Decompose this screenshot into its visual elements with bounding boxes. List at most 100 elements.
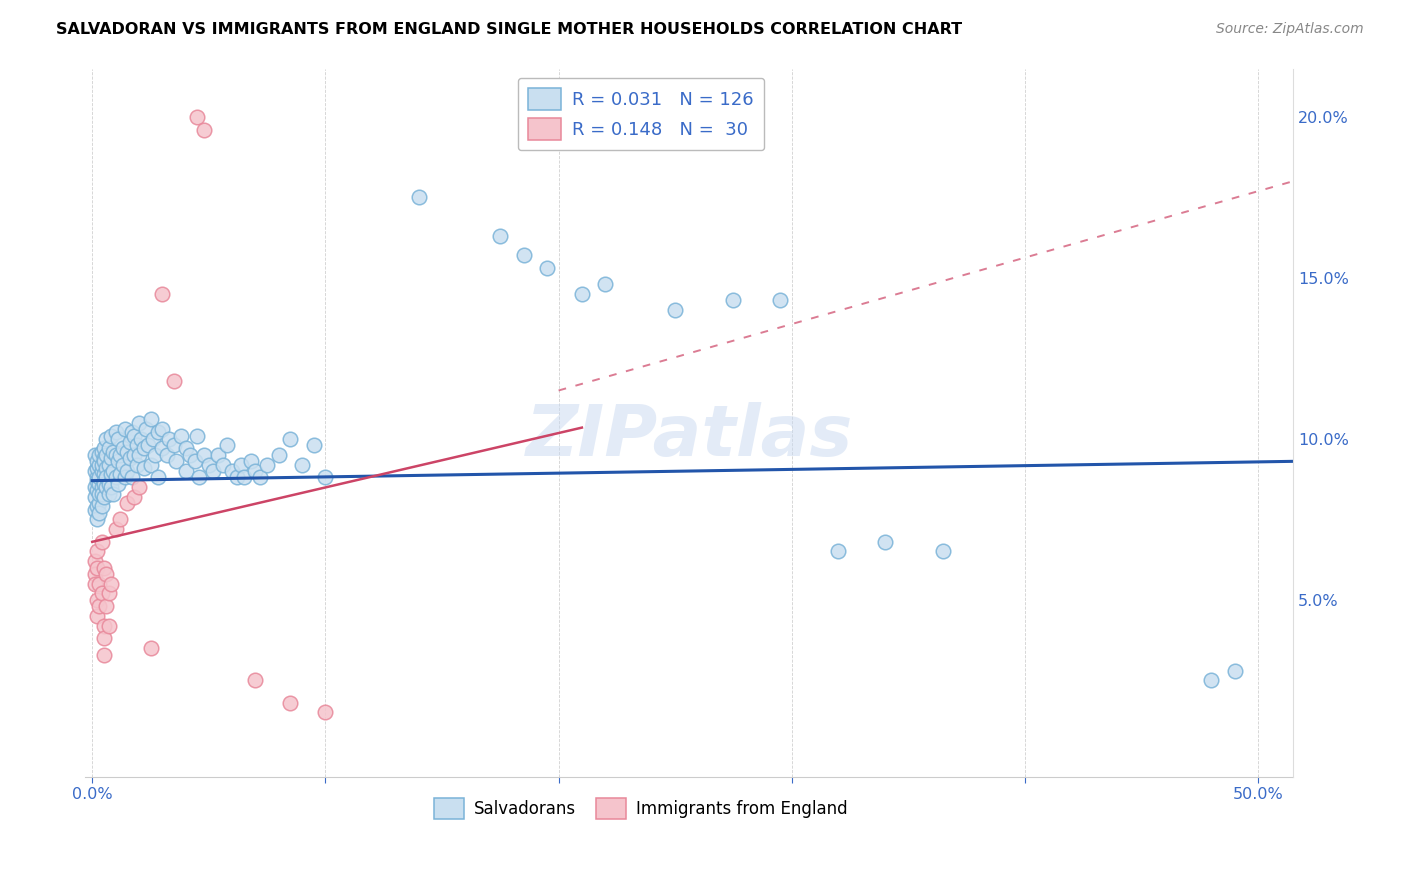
Point <box>86 512 108 526</box>
Point <box>93 454 115 468</box>
Point <box>249 470 271 484</box>
Point <box>90 458 112 472</box>
Point <box>110 467 132 482</box>
Point <box>408 190 430 204</box>
Point <box>129 432 152 446</box>
Point <box>86 560 108 574</box>
Point <box>96 460 118 475</box>
Point <box>193 122 215 136</box>
Point <box>111 442 134 456</box>
Point <box>90 486 112 500</box>
Point <box>723 293 745 308</box>
Point <box>873 534 896 549</box>
Point <box>132 460 155 475</box>
Point <box>83 448 105 462</box>
Point <box>90 586 112 600</box>
Point <box>150 286 173 301</box>
Point <box>139 458 162 472</box>
Point <box>97 486 120 500</box>
Point <box>97 476 120 491</box>
Point <box>100 451 122 466</box>
Point <box>150 442 173 456</box>
Point <box>83 464 105 478</box>
Point <box>115 444 138 458</box>
Point <box>89 470 111 484</box>
Point <box>593 277 616 292</box>
Point <box>122 448 145 462</box>
Point <box>932 544 955 558</box>
Point <box>96 599 118 614</box>
Point <box>86 544 108 558</box>
Point <box>174 442 197 456</box>
Point <box>291 458 314 472</box>
Point <box>121 425 143 440</box>
Point <box>90 534 112 549</box>
Point <box>536 261 558 276</box>
Point <box>86 608 108 623</box>
Point <box>571 286 593 301</box>
Point <box>121 470 143 484</box>
Point <box>89 458 111 472</box>
Point <box>97 458 120 472</box>
Point <box>136 438 159 452</box>
Point <box>89 496 111 510</box>
Point <box>193 448 215 462</box>
Point <box>83 576 105 591</box>
Point <box>86 592 108 607</box>
Point <box>107 476 129 491</box>
Point <box>115 464 138 478</box>
Point <box>489 229 512 244</box>
Point <box>110 512 132 526</box>
Point <box>90 500 112 514</box>
Point <box>302 438 325 452</box>
Point <box>122 428 145 442</box>
Point <box>93 467 115 482</box>
Point <box>174 464 197 478</box>
Point <box>89 599 111 614</box>
Point <box>86 470 108 484</box>
Point <box>86 474 108 488</box>
Point <box>97 442 120 456</box>
Point <box>245 673 267 688</box>
Point <box>86 460 108 475</box>
Point <box>93 618 115 632</box>
Text: Source: ZipAtlas.com: Source: ZipAtlas.com <box>1216 22 1364 37</box>
Point <box>90 444 112 458</box>
Point <box>114 422 136 436</box>
Point <box>103 464 125 478</box>
Point <box>165 454 187 468</box>
Point <box>198 458 221 472</box>
Point <box>89 476 111 491</box>
Point <box>157 432 180 446</box>
Point <box>239 454 262 468</box>
Point <box>245 464 267 478</box>
Point <box>100 467 122 482</box>
Point <box>100 480 122 494</box>
Point <box>125 438 148 452</box>
Text: ZIPatlas: ZIPatlas <box>526 402 853 471</box>
Point <box>96 470 118 484</box>
Point <box>221 464 243 478</box>
Point <box>93 560 115 574</box>
Point <box>115 496 138 510</box>
Point <box>207 448 229 462</box>
Point <box>90 480 112 494</box>
Point <box>83 554 105 568</box>
Point <box>280 432 302 446</box>
Point <box>114 470 136 484</box>
Point <box>267 448 290 462</box>
Point <box>104 448 127 462</box>
Point <box>142 432 165 446</box>
Point <box>93 490 115 504</box>
Point <box>97 618 120 632</box>
Point <box>664 303 686 318</box>
Point <box>139 412 162 426</box>
Point <box>231 458 253 472</box>
Point <box>1201 673 1223 688</box>
Point <box>170 428 193 442</box>
Point <box>211 458 233 472</box>
Point <box>179 448 201 462</box>
Point <box>135 422 157 436</box>
Point <box>280 696 302 710</box>
Point <box>103 444 125 458</box>
